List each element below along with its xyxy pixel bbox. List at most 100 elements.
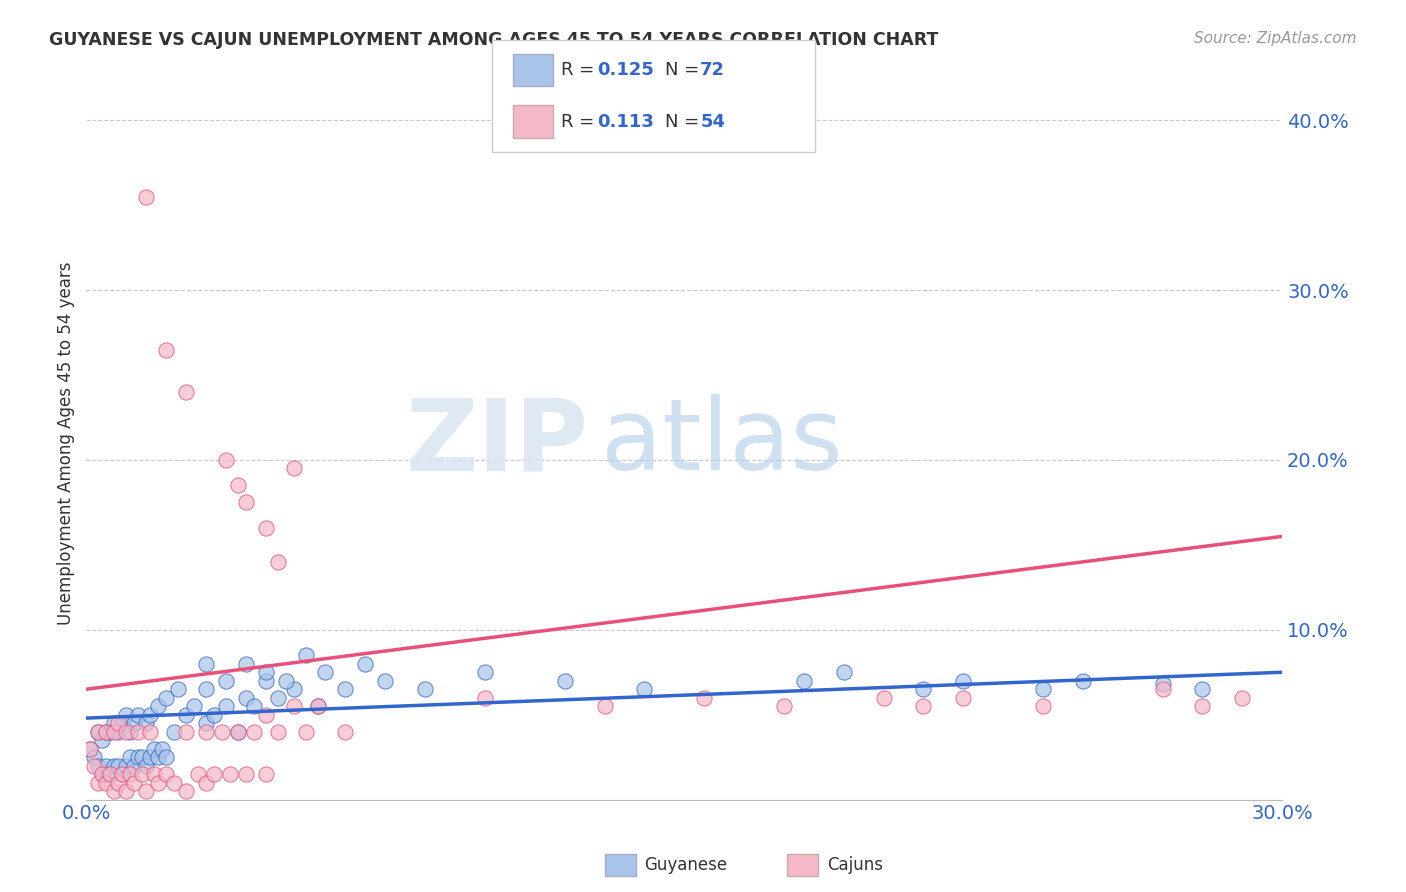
Point — [226, 724, 249, 739]
Point — [354, 657, 377, 671]
Point — [226, 724, 249, 739]
Point — [98, 767, 121, 781]
Point — [139, 707, 162, 722]
Point — [120, 767, 142, 781]
Point — [215, 453, 238, 467]
Point — [107, 724, 129, 739]
Text: N =: N = — [665, 112, 699, 130]
Point — [83, 758, 105, 772]
Text: Cajuns: Cajuns — [827, 855, 883, 874]
Point — [174, 707, 197, 722]
Point — [79, 741, 101, 756]
Point — [98, 767, 121, 781]
Point — [103, 784, 125, 798]
Point — [122, 775, 145, 789]
Point — [98, 724, 121, 739]
Point — [122, 716, 145, 731]
Point — [793, 673, 815, 688]
Point — [242, 699, 264, 714]
Point — [235, 767, 257, 781]
Point — [163, 724, 186, 739]
Point — [174, 724, 197, 739]
Point — [135, 190, 157, 204]
Point — [155, 690, 177, 705]
Point — [115, 784, 138, 798]
Point — [254, 665, 277, 680]
Point — [87, 758, 110, 772]
Point — [111, 716, 134, 731]
Text: 0.125: 0.125 — [598, 62, 654, 79]
Point — [633, 682, 655, 697]
Text: R =: R = — [561, 62, 595, 79]
Point — [283, 699, 305, 714]
Point — [242, 724, 264, 739]
Point — [235, 495, 257, 509]
Point — [194, 657, 217, 671]
Point — [266, 690, 288, 705]
Text: GUYANESE VS CAJUN UNEMPLOYMENT AMONG AGES 45 TO 54 YEARS CORRELATION CHART: GUYANESE VS CAJUN UNEMPLOYMENT AMONG AGE… — [49, 31, 939, 49]
Text: Source: ZipAtlas.com: Source: ZipAtlas.com — [1194, 31, 1357, 46]
Point — [226, 478, 249, 492]
Point — [139, 724, 162, 739]
Text: N =: N = — [665, 62, 699, 79]
Point — [87, 724, 110, 739]
Point — [115, 707, 138, 722]
Point — [120, 750, 142, 764]
Point — [96, 775, 118, 789]
Point — [107, 775, 129, 789]
Point — [187, 767, 209, 781]
Point — [235, 690, 257, 705]
Point — [87, 724, 110, 739]
Point — [266, 555, 288, 569]
Point — [174, 385, 197, 400]
Point — [593, 699, 616, 714]
Point — [1071, 673, 1094, 688]
Point — [131, 767, 153, 781]
Point — [1191, 682, 1213, 697]
Point — [174, 784, 197, 798]
Point — [202, 707, 225, 722]
Text: ZIP: ZIP — [406, 394, 589, 491]
Point — [127, 707, 149, 722]
Point — [183, 699, 205, 714]
Point — [79, 741, 101, 756]
Point — [87, 775, 110, 789]
Point — [254, 707, 277, 722]
Point — [912, 699, 935, 714]
Point — [211, 724, 233, 739]
Point — [314, 665, 336, 680]
Point — [146, 775, 169, 789]
Point — [952, 690, 974, 705]
Point — [294, 648, 316, 663]
Point — [1191, 699, 1213, 714]
Point — [872, 690, 894, 705]
Point — [374, 673, 396, 688]
Point — [1032, 682, 1054, 697]
Point — [194, 724, 217, 739]
Point — [335, 682, 357, 697]
Point — [307, 699, 329, 714]
Point — [103, 716, 125, 731]
Text: 0.113: 0.113 — [598, 112, 654, 130]
Point — [103, 758, 125, 772]
Point — [127, 724, 149, 739]
Point — [96, 724, 118, 739]
Point — [215, 673, 238, 688]
Point — [131, 750, 153, 764]
Point — [135, 758, 157, 772]
Point — [773, 699, 796, 714]
Text: Guyanese: Guyanese — [644, 855, 727, 874]
Point — [96, 758, 118, 772]
Point — [83, 750, 105, 764]
Point — [135, 784, 157, 798]
Point — [111, 767, 134, 781]
Point — [254, 673, 277, 688]
Point — [1152, 677, 1174, 691]
Point — [274, 673, 297, 688]
Point — [1032, 699, 1054, 714]
Point — [194, 682, 217, 697]
Point — [91, 767, 114, 781]
Point — [554, 673, 576, 688]
Point — [283, 682, 305, 697]
Point — [143, 767, 166, 781]
